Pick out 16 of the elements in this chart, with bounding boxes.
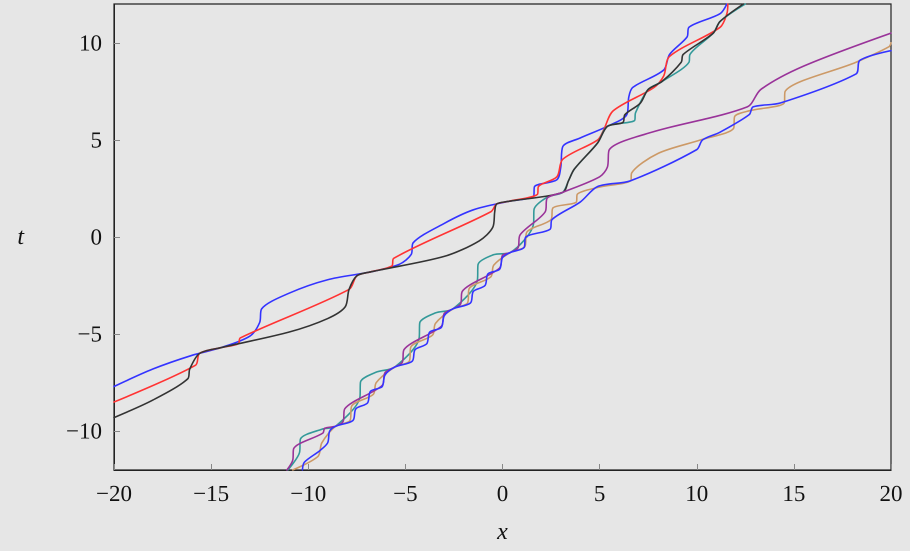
y-axis-title: t: [17, 224, 26, 250]
x-tick-label: 10: [685, 481, 708, 506]
x-tick-label: 20: [880, 481, 902, 506]
y-tick-label: 0: [90, 224, 102, 250]
x-tick-label: 5: [594, 481, 606, 506]
x-axis-title: x: [496, 519, 508, 545]
y-tick-label: −5: [78, 322, 102, 347]
y-tick-label: −10: [66, 418, 102, 444]
x-tick-label: −5: [393, 481, 418, 506]
y-tick-label: 10: [79, 30, 102, 56]
x-tick-label: −15: [193, 481, 230, 506]
x-tick-label: −20: [96, 481, 132, 506]
y-tick-label: 5: [90, 127, 102, 152]
x-tick-label: −10: [290, 481, 326, 506]
x-tick-label: 0: [496, 481, 508, 506]
x-tick-label: 15: [782, 481, 806, 506]
